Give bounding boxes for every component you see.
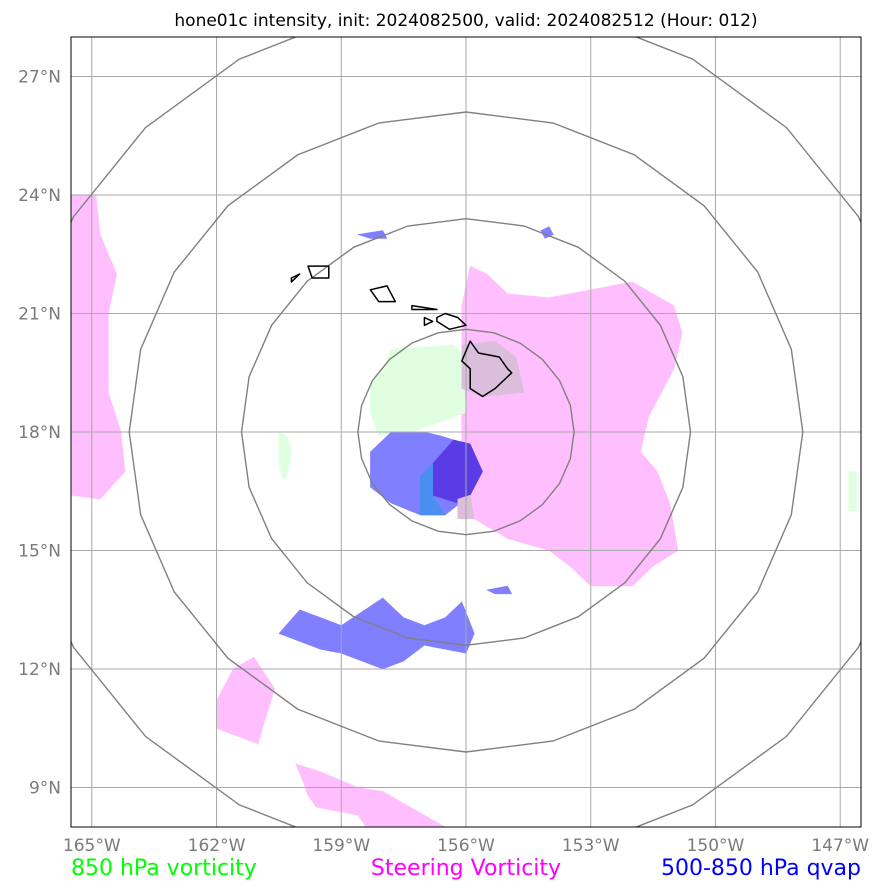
qvap-area-1 [278, 597, 475, 670]
lat-tick-label: 9°N [29, 779, 61, 799]
range-rings [71, 37, 861, 827]
island-coastline-1 [436, 312, 467, 331]
lat-tick-label: 15°N [18, 542, 61, 562]
lon-tick-label: 150°W [687, 836, 745, 856]
lat-tick-label: 27°N [18, 68, 61, 88]
qvap_core-area-0 [432, 439, 483, 504]
island-coastline-6 [290, 273, 301, 283]
range-ring-3 [71, 37, 861, 827]
range-ring-0 [357, 328, 575, 536]
overlap_green_blue-area-0 [420, 463, 446, 516]
map-plot-area [71, 37, 861, 827]
legend-item-1: Steering Vorticity [371, 856, 561, 881]
steering-area-0 [71, 194, 126, 500]
lat-tick-label: 24°N [18, 186, 61, 206]
lon-tick-label: 147°W [811, 836, 869, 856]
range-ring-1 [240, 217, 692, 647]
island-coastline-5 [307, 265, 330, 279]
gridlines [71, 37, 861, 827]
overlap_pink_grey-area-0 [461, 340, 525, 397]
legend: 850 hPa vorticity Steering Vorticity 500-8… [71, 856, 861, 881]
vort850-area-2 [848, 471, 858, 512]
island-coastline-4 [369, 285, 397, 303]
vort850-area-0 [370, 344, 467, 437]
axis-ticks: 9°N 12°N 15°N 18°N 21°N 24°N 27°N 165°W 162°W 159… [18, 68, 869, 857]
qvap-area-2 [357, 230, 388, 239]
lon-tick-label: 153°W [562, 836, 620, 856]
island-coastline-0 [461, 340, 513, 398]
qvap-area-4 [485, 585, 513, 595]
lon-tick-label: 159°W [312, 836, 370, 856]
steering-area-1 [461, 265, 683, 587]
coastlines [290, 265, 513, 398]
lon-tick-label: 156°W [437, 836, 495, 856]
island-coastline-2 [411, 304, 438, 311]
steering-area-3 [295, 763, 446, 827]
map-title: hone01c intensity, init: 2024082500, val… [174, 11, 757, 31]
lat-tick-label: 12°N [18, 660, 61, 680]
island-coastline-3 [423, 316, 434, 327]
plot-frame [70, 36, 862, 828]
field-layer [71, 194, 858, 827]
vort850-area-1 [278, 431, 292, 480]
lat-tick-label: 18°N [18, 423, 61, 443]
legend-item-0: 850 hPa vorticity [71, 856, 257, 881]
legend-item-2: 500-850 hPa qvap [661, 856, 861, 881]
range-ring-2 [128, 111, 804, 753]
lon-tick-label: 162°W [188, 836, 246, 856]
lon-tick-label: 165°W [63, 836, 121, 856]
lat-tick-label: 21°N [18, 305, 61, 325]
steering-area-2 [216, 656, 275, 745]
